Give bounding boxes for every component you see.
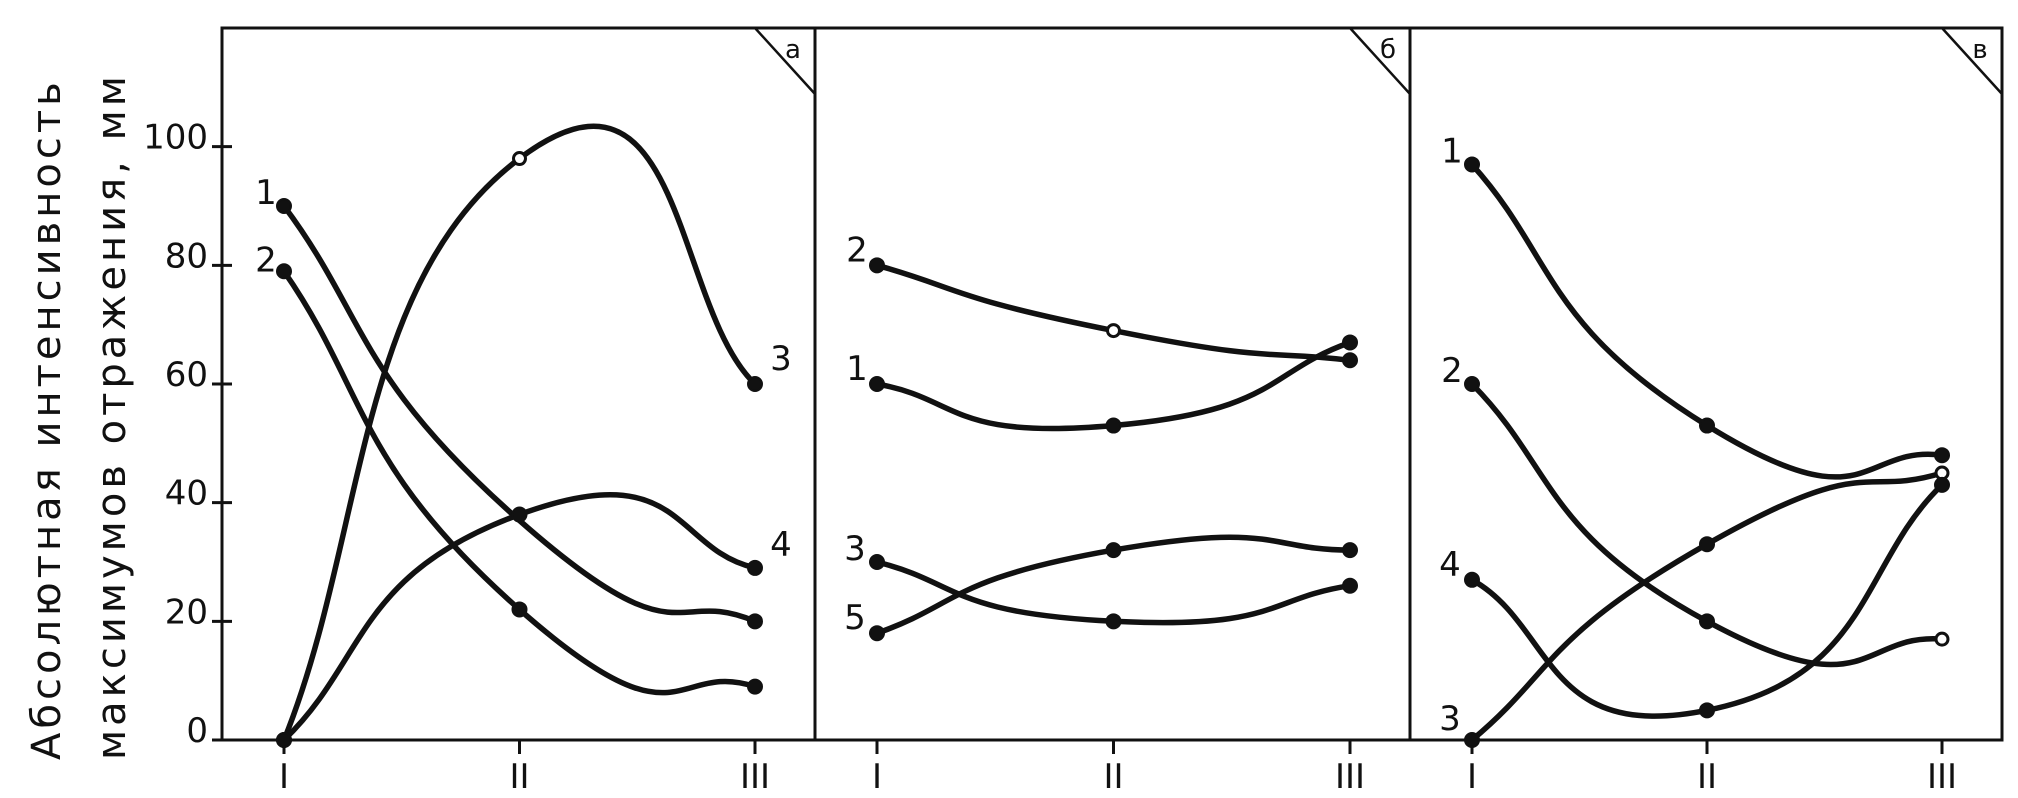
data-point [1342, 577, 1358, 594]
y-axis-title-line-2: максимумов отражения, мм [89, 72, 135, 760]
data-point [869, 376, 885, 392]
series-line [874, 262, 1353, 364]
data-point [1342, 352, 1358, 369]
series-label: 3 [844, 529, 866, 569]
data-point [276, 732, 292, 748]
series-1: 1 [846, 334, 1358, 434]
y-tick-label: 40 [165, 474, 208, 514]
series-label: 1 [1441, 131, 1463, 171]
series-3: 3 [276, 123, 792, 748]
series-label: 5 [844, 598, 866, 638]
data-point [747, 678, 763, 695]
data-point [1464, 571, 1480, 588]
series-label: 4 [770, 525, 792, 565]
y-tick-label: 60 [165, 355, 208, 395]
data-point [1934, 447, 1950, 464]
data-point [511, 506, 528, 523]
data-point [1699, 613, 1715, 630]
data-point [1699, 702, 1715, 719]
series-5: 5 [844, 534, 1358, 642]
data-point [747, 376, 763, 392]
series-2: 2 [846, 230, 1358, 369]
data-point [511, 601, 528, 618]
y-axis-ticks: 0 20 40 60 80 100 [143, 118, 232, 751]
data-point [869, 257, 885, 274]
panel-frame [813, 26, 1412, 742]
series-2: 2 [1441, 351, 1950, 668]
panel-label: а [785, 35, 801, 65]
series-label: 2 [1441, 351, 1463, 391]
x-tick-label: I [279, 757, 289, 797]
x-tick-label: II [509, 757, 529, 797]
data-point [276, 263, 292, 280]
data-point [1105, 613, 1122, 630]
data-point [1699, 417, 1715, 434]
x-tick-label: III [740, 757, 770, 797]
data-point [1105, 542, 1122, 559]
series-line [1469, 482, 1945, 719]
series-label: 2 [255, 240, 277, 280]
series-label: 1 [255, 173, 277, 213]
series-label: 3 [1439, 699, 1461, 739]
data-point [1699, 536, 1715, 553]
corner-divider [1941, 27, 2003, 95]
data-point [276, 198, 292, 214]
x-tick-label: II [1103, 757, 1123, 797]
series-label: 2 [846, 230, 868, 270]
series-3: 3 [1439, 465, 1950, 748]
series-2: 2 [255, 240, 763, 696]
y-tick-label: 100 [143, 118, 208, 158]
data-point [747, 559, 763, 576]
series-3: 3 [844, 529, 1358, 630]
data-point [1464, 376, 1480, 392]
y-tick-label: 20 [165, 592, 208, 632]
series-label: 4 [1439, 545, 1461, 585]
y-tick-label: 0 [186, 711, 208, 751]
y-tick-label: 80 [165, 236, 208, 276]
panel-label: в [1972, 35, 1987, 65]
data-point [1342, 334, 1358, 351]
series-line [1469, 470, 1945, 743]
x-tick-label: III [1335, 757, 1365, 797]
panel-frame [220, 26, 817, 742]
x-tick-label: III [1927, 757, 1957, 797]
data-point [1106, 323, 1121, 339]
x-tick-label: II [1697, 757, 1717, 797]
y-axis-title-line-1: Абсолютная интенсивность [24, 78, 70, 760]
series-4: 4 [276, 492, 792, 748]
series-label: 3 [770, 339, 792, 379]
data-point [869, 554, 885, 570]
data-point [747, 613, 763, 630]
y-axis-title: Абсолютная интенсивность максимумов отра… [24, 72, 135, 760]
series-line [281, 203, 758, 625]
data-point [1934, 631, 1950, 647]
data-point [1105, 417, 1122, 434]
x-tick-label: I [1467, 757, 1477, 797]
series-1: 1 [1441, 131, 1950, 480]
panel-label: б [1380, 35, 1396, 65]
data-point [869, 625, 885, 642]
x-tick-label: I [872, 757, 882, 797]
data-point [1464, 156, 1480, 173]
data-point [1934, 476, 1950, 493]
panel-frame [1408, 26, 2004, 742]
data-point [1464, 732, 1480, 748]
data-point [1342, 542, 1358, 559]
series-label: 1 [846, 349, 868, 389]
data-point [512, 151, 527, 167]
corner-divider [1349, 27, 1411, 95]
corner-divider [754, 27, 816, 95]
series-4: 4 [1439, 476, 1950, 719]
